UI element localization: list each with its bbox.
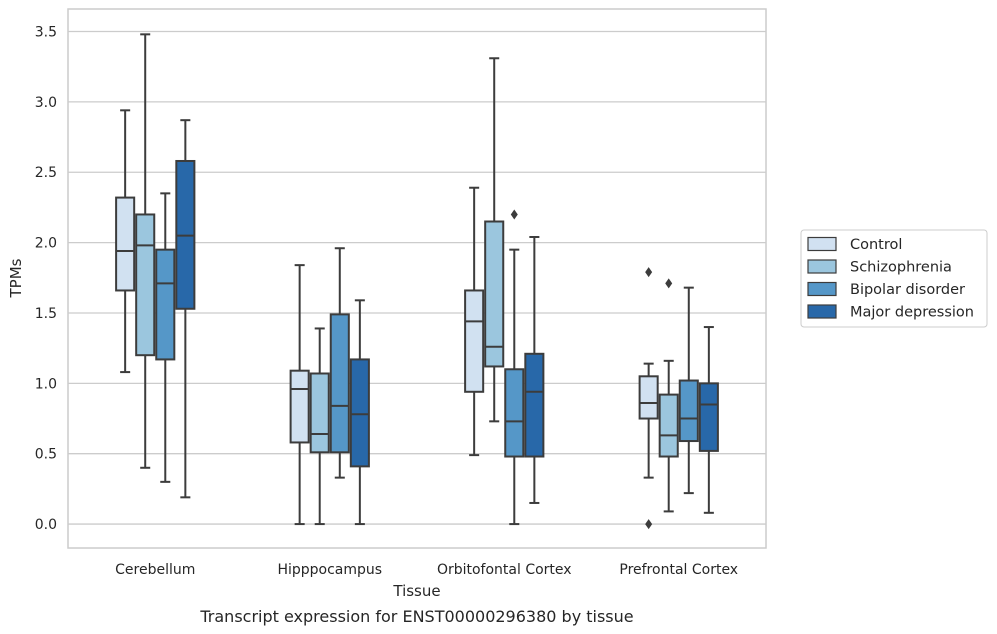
grid bbox=[68, 30, 766, 525]
box-control bbox=[464, 186, 485, 457]
box-major-depression bbox=[349, 299, 370, 526]
outlier-point bbox=[665, 278, 673, 289]
legend-swatch bbox=[807, 281, 837, 297]
y-tick-label: 0.0 bbox=[35, 517, 57, 533]
box-bipolar-disorder bbox=[155, 192, 176, 483]
box-major-depression bbox=[698, 326, 719, 514]
x-tick-label: Cerebellum bbox=[115, 562, 195, 578]
legend-frame bbox=[800, 229, 988, 328]
box-schizophrenia bbox=[484, 57, 505, 423]
legend-swatch bbox=[807, 236, 837, 252]
outlier-point bbox=[645, 519, 653, 530]
x-tick-label: Hipppocampus bbox=[277, 562, 382, 578]
box-bipolar-disorder bbox=[504, 209, 525, 526]
box-control bbox=[638, 267, 659, 530]
box-body bbox=[504, 368, 525, 458]
box-bipolar-disorder bbox=[678, 286, 699, 495]
box-bipolar-disorder bbox=[329, 247, 350, 479]
box-schizophrenia bbox=[309, 327, 330, 526]
box-body bbox=[484, 220, 505, 368]
box-control bbox=[289, 264, 310, 526]
legend: Control Schizophrenia Bipolar disorder Majo… bbox=[800, 229, 988, 328]
y-tick-label: 1.0 bbox=[35, 376, 57, 392]
box-body bbox=[678, 379, 699, 443]
x-axis-ticks: Cerebellum Hipppocampus Orbitofontal Corte… bbox=[115, 562, 738, 578]
box-schizophrenia bbox=[135, 33, 156, 469]
outlier-point bbox=[645, 267, 653, 278]
y-tick-label: 3.5 bbox=[35, 25, 57, 41]
legend-label: Major depression bbox=[850, 305, 974, 321]
y-tick-label: 2.5 bbox=[35, 165, 57, 181]
box-body bbox=[524, 352, 545, 458]
legend-label: Schizophrenia bbox=[850, 260, 952, 276]
x-tick-label: Orbitofontal Cortex bbox=[437, 562, 572, 578]
x-axis-label: Tissue bbox=[392, 582, 440, 600]
y-tick-label: 3.0 bbox=[35, 95, 57, 111]
box-body bbox=[698, 382, 719, 452]
x-tick-label: Prefrontal Cortex bbox=[619, 562, 738, 578]
boxes bbox=[115, 33, 719, 530]
chart-caption: Transcript expression for ENST0000029638… bbox=[199, 607, 633, 626]
box-body bbox=[155, 248, 176, 361]
plot-frame bbox=[67, 8, 767, 549]
box-body bbox=[464, 289, 485, 393]
box-body bbox=[135, 213, 156, 357]
y-axis-label: TPMs bbox=[7, 258, 25, 298]
box-major-depression bbox=[524, 235, 545, 504]
box-control bbox=[115, 109, 136, 374]
legend-swatch bbox=[807, 259, 837, 274]
legend-swatch bbox=[807, 304, 837, 319]
box-body bbox=[638, 375, 659, 420]
box-body bbox=[115, 196, 136, 292]
y-tick-label: 0.5 bbox=[35, 447, 57, 463]
box-schizophrenia bbox=[658, 278, 679, 513]
box-body bbox=[309, 372, 330, 454]
box-body bbox=[329, 313, 350, 454]
box-body bbox=[289, 369, 310, 444]
box-body bbox=[658, 393, 679, 458]
legend-label: Control bbox=[850, 237, 902, 253]
y-tick-label: 2.0 bbox=[35, 236, 57, 252]
outlier-point bbox=[510, 209, 518, 220]
box-major-depression bbox=[175, 119, 196, 499]
y-tick-label: 1.5 bbox=[35, 306, 57, 322]
legend-label: Bipolar disorder bbox=[850, 282, 965, 298]
y-axis-ticks: 0.0 0.5 1.0 1.5 2.0 2.5 3.0 3.5 bbox=[35, 25, 57, 534]
box-body bbox=[349, 358, 370, 468]
